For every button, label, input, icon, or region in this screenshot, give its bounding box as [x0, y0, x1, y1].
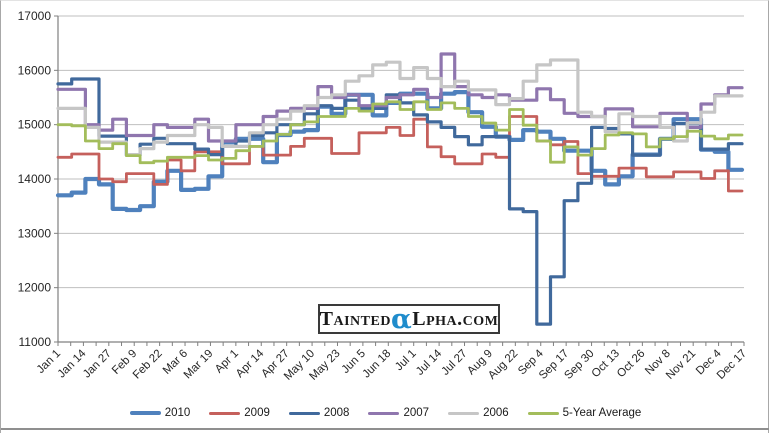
chart-legend: 2010 2009 2008 2007 2006 5-Year Average [1, 402, 769, 424]
legend-label: 2007 [403, 407, 430, 419]
x-axis-label: Oct 26 [615, 348, 647, 380]
legend-item-2008: 2008 [288, 407, 350, 419]
legend-swatch [129, 411, 161, 415]
legend-item-2006: 2006 [448, 407, 509, 419]
bottom-divider [1, 428, 769, 430]
series-line-2007 [56, 52, 744, 143]
y-axis-label: 12000 [18, 281, 52, 295]
x-axis-label: Feb 22 [131, 348, 165, 382]
x-axis-label: Oct 13 [590, 348, 622, 380]
legend-item-5-year-average: 5-Year Average [527, 407, 642, 419]
legend-item-2007: 2007 [368, 407, 429, 419]
legend-label: 2009 [244, 407, 270, 419]
x-axis-label: Jan 27 [81, 348, 114, 381]
legend-item-2009: 2009 [209, 407, 270, 419]
y-axis-label: 14000 [18, 172, 52, 186]
watermark-alpha-glyph: α [390, 304, 413, 335]
watermark-prefix: Tainted [319, 307, 391, 330]
series-line-2006 [56, 58, 744, 157]
legend-item-2010: 2010 [129, 407, 191, 419]
legend-label: 5-Year Average [562, 407, 642, 419]
legend-swatch [209, 411, 241, 415]
watermark: Tainted α Lpha.com [318, 304, 500, 334]
series-line-2009 [56, 115, 744, 193]
legend-label: 2006 [483, 407, 509, 419]
x-axis-label: Jun 18 [361, 348, 394, 381]
series-line-5-year-average [56, 100, 744, 165]
watermark-suffix: Lpha.com [412, 307, 499, 330]
x-axis-label: Jul 27 [439, 348, 469, 378]
legend-label: 2010 [164, 407, 191, 419]
y-axis-label: 11000 [19, 335, 52, 349]
y-axis-label: 13000 [18, 226, 52, 240]
x-axis-label: Jul 14 [414, 347, 445, 378]
legend-swatch [448, 411, 480, 415]
y-axis-label: 17000 [18, 9, 52, 23]
legend-swatch [527, 411, 559, 415]
legend-label: 2008 [323, 407, 350, 419]
legend-swatch [288, 411, 320, 415]
x-axis-label: Mar 19 [182, 348, 216, 382]
y-axis-label: 16000 [18, 63, 52, 77]
y-axis-label: 15000 [18, 118, 52, 132]
legend-swatch [368, 411, 400, 415]
